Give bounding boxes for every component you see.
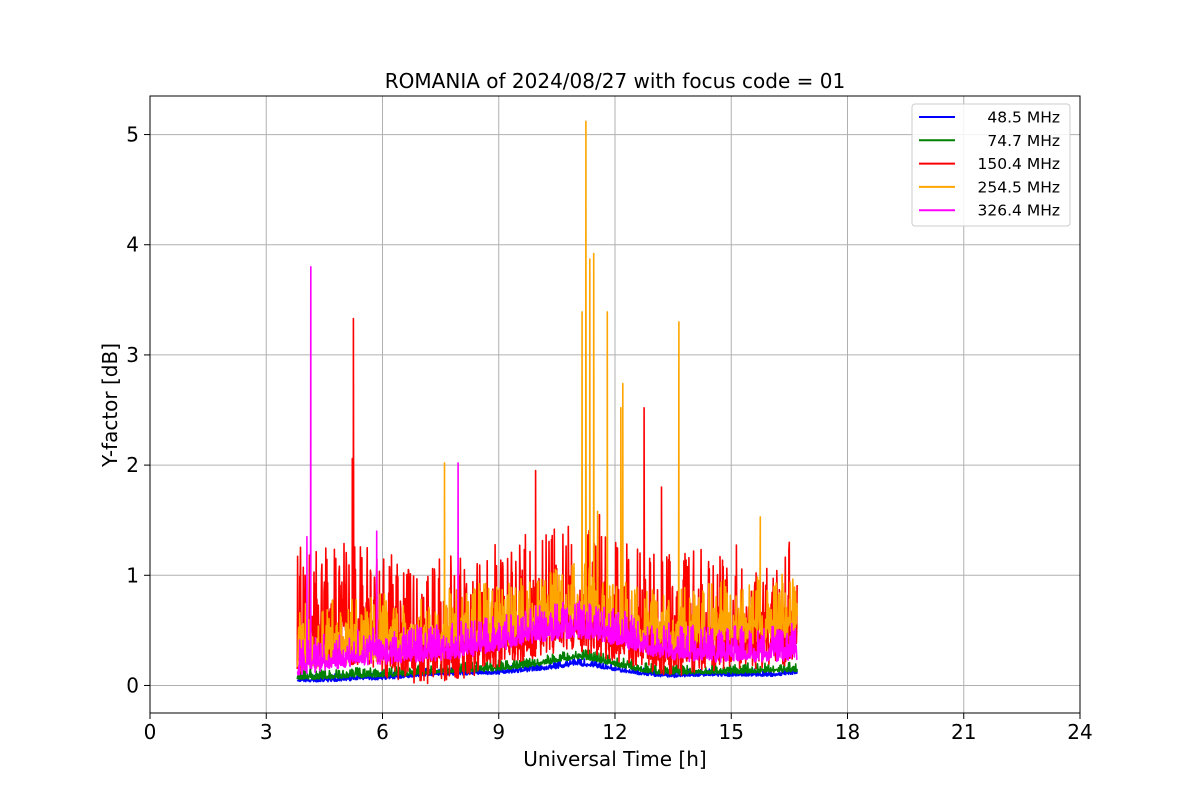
x-tick-label: 9 [492,720,505,744]
x-tick-label: 12 [602,720,627,744]
y-axis-title: Y-factor [dB] [98,343,122,468]
legend-label: 74.7 MHz [987,132,1060,150]
legend-label: 254.5 MHz [978,178,1060,196]
x-tick-label: 21 [951,720,976,744]
y-tick-label: 1 [126,563,139,587]
y-tick-label: 4 [126,233,139,257]
chart-title: ROMANIA of 2024/08/27 with focus code = … [385,69,845,93]
series-line [296,266,798,676]
legend-label: 48.5 MHz [987,109,1060,127]
x-tick-label: 0 [144,720,157,744]
x-tick-label: 15 [719,720,744,744]
x-tick-label: 18 [835,720,860,744]
legend-label: 150.4 MHz [978,155,1060,173]
series-line [296,649,798,680]
legend: 48.5 MHz 74.7 MHz 150.4 MHz 254.5 MHz 326.4 … [911,103,1071,227]
x-tick-label: 6 [376,720,389,744]
y-tick-label: 2 [126,453,139,477]
y-tick-label: 3 [126,343,139,367]
y-tick-label: 0 [126,673,139,697]
x-tick-label: 3 [260,720,273,744]
x-tick-label: 24 [1067,720,1092,744]
x-axis-title: Universal Time [h] [523,747,706,771]
legend-box [911,103,1071,227]
series-layer [296,120,798,685]
legend-label: 326.4 MHz [978,202,1060,220]
y-tick-label: 5 [126,123,139,147]
